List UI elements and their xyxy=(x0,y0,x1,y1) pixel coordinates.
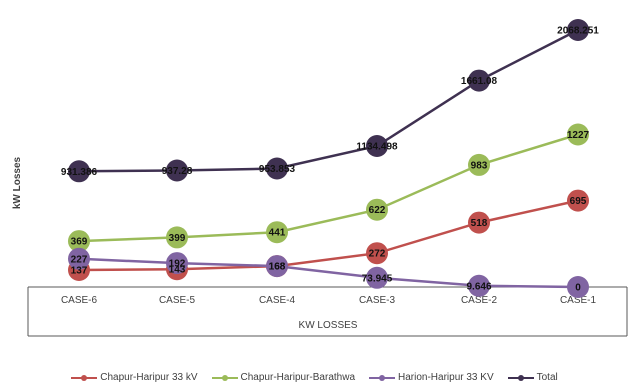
legend-item: Chapur-Haripur-Barathwa xyxy=(211,372,356,383)
series-line xyxy=(78,199,579,272)
y-axis-title: kW Losses xyxy=(12,156,23,209)
data-point xyxy=(68,247,90,270)
data-label: 143 xyxy=(169,265,186,276)
data-label: 983 xyxy=(471,160,488,171)
data-label: 1661.08 xyxy=(461,76,498,87)
x-tick-label: CASE-6 xyxy=(61,295,98,306)
data-point xyxy=(567,19,589,41)
legend-item: Chapur-Haripur 33 kV xyxy=(71,372,198,383)
data-label: 622 xyxy=(369,205,386,216)
data-point xyxy=(366,198,388,221)
data-label: 168 xyxy=(269,262,286,273)
data-point xyxy=(366,135,388,157)
data-label: 2068.251 xyxy=(557,26,599,37)
legend-label: Total xyxy=(536,372,558,383)
series-line xyxy=(78,257,579,289)
data-label: 137 xyxy=(71,266,88,277)
legend-label: Harion-Haripur 33 KV xyxy=(398,372,494,383)
legend-item: Harion-Haripur 33 KV xyxy=(369,372,494,383)
data-point xyxy=(468,211,490,234)
data-point xyxy=(468,274,490,297)
legend-line-icon xyxy=(71,373,98,383)
x-axis-title: KW LOSSES xyxy=(299,320,358,331)
data-label: 937.28 xyxy=(162,166,193,177)
series-line xyxy=(78,28,579,173)
data-label: 272 xyxy=(369,249,386,260)
data-point xyxy=(166,226,188,249)
data-label: 1227 xyxy=(567,130,590,141)
data-point xyxy=(68,160,90,183)
data-label: 192 xyxy=(169,259,186,270)
legend-label: Chapur-Haripur-Barathwa xyxy=(240,372,356,383)
x-tick-label: CASE-5 xyxy=(159,295,196,306)
data-point xyxy=(266,221,288,244)
data-label: 953.853 xyxy=(259,164,296,175)
data-point xyxy=(266,157,288,180)
data-point xyxy=(366,242,388,265)
data-label: 695 xyxy=(570,196,587,207)
x-tick-label: CASE-1 xyxy=(560,295,597,306)
data-point xyxy=(468,69,490,92)
data-point xyxy=(567,123,589,146)
data-label: 518 xyxy=(471,218,488,229)
data-label: 399 xyxy=(169,233,186,244)
data-point xyxy=(68,230,90,253)
data-label: 931.386 xyxy=(61,167,98,178)
legend-line-icon xyxy=(369,373,396,383)
data-point xyxy=(166,252,188,275)
data-label: 441 xyxy=(269,228,286,239)
legend-label: Chapur-Haripur 33 kV xyxy=(100,372,198,383)
data-label: 73.945 xyxy=(362,273,393,284)
data-point xyxy=(166,159,188,182)
legend-line-icon xyxy=(211,373,238,383)
data-point xyxy=(468,153,490,176)
series-line xyxy=(78,133,579,243)
legend-item: Total xyxy=(507,372,558,383)
legend: Chapur-Haripur 33 kV Chapur-Haripur-Barat… xyxy=(0,372,629,383)
data-point xyxy=(266,255,288,278)
data-label: 227 xyxy=(71,254,88,265)
data-label: 1134.498 xyxy=(356,142,398,153)
data-point xyxy=(366,266,388,289)
data-label: 9.646 xyxy=(466,281,491,292)
data-label: 168 xyxy=(269,262,286,273)
data-point xyxy=(567,276,589,298)
data-label: 369 xyxy=(71,237,88,248)
legend-line-icon xyxy=(507,373,534,383)
line-chart: CASE-6 CASE-5 CASE-4 CASE-3 CASE-2 CASE-1 137… xyxy=(12,19,628,337)
x-tick-label: CASE-3 xyxy=(359,295,396,306)
x-tick-label: CASE-4 xyxy=(259,295,296,306)
data-point xyxy=(567,189,589,212)
data-label: 0 xyxy=(575,283,581,294)
x-tick-label: CASE-2 xyxy=(461,295,498,306)
